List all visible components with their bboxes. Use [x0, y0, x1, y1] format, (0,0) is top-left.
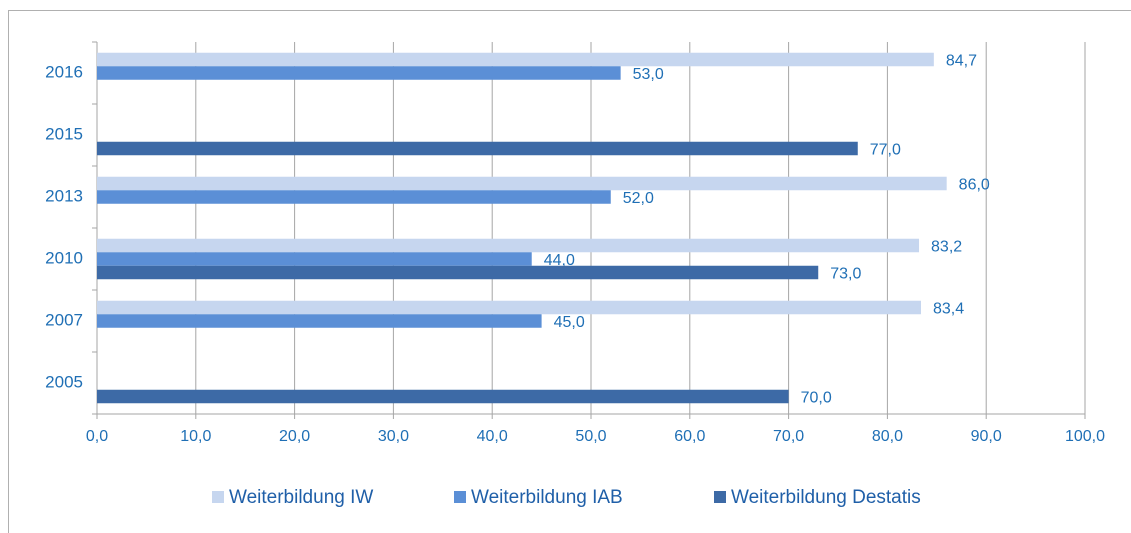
x-tick-label: 20,0 — [279, 428, 310, 445]
x-tick-label: 100,0 — [1065, 428, 1105, 445]
y-tick-label: 2007 — [45, 310, 83, 329]
x-tick-label: 50,0 — [575, 428, 606, 445]
value-label: 70,0 — [801, 390, 832, 407]
x-tick-label: 40,0 — [477, 428, 508, 445]
x-tick-label: 70,0 — [773, 428, 804, 445]
legend-label: Weiterbildung IW — [229, 487, 373, 508]
bar — [97, 176, 947, 191]
value-label: 45,0 — [554, 314, 585, 331]
value-label: 53,0 — [633, 66, 664, 83]
value-label: 73,0 — [830, 266, 861, 283]
legend-label: Weiterbildung IAB — [471, 487, 623, 508]
chart-frame — [8, 10, 1131, 533]
bar — [97, 52, 934, 67]
bar — [97, 265, 819, 280]
value-label: 83,4 — [933, 301, 964, 318]
bar — [97, 66, 621, 80]
value-label: 86,0 — [959, 177, 990, 194]
x-tick-label: 10,0 — [180, 428, 211, 445]
legend-swatch — [212, 491, 224, 503]
x-tick-label: 90,0 — [971, 428, 1002, 445]
x-tick-label: 80,0 — [872, 428, 903, 445]
legend-swatch — [714, 491, 726, 503]
bar — [97, 190, 611, 204]
bar — [97, 300, 921, 315]
y-tick-label: 2010 — [45, 248, 83, 267]
value-label: 44,0 — [544, 252, 575, 269]
legend-label: Weiterbildung Destatis — [731, 487, 921, 508]
x-tick-label: 30,0 — [378, 428, 409, 445]
value-label: 83,2 — [931, 239, 962, 256]
x-tick-label: 60,0 — [674, 428, 705, 445]
y-tick-label: 2013 — [45, 186, 83, 205]
x-tick-label: 0,0 — [86, 428, 108, 445]
value-label: 77,0 — [870, 142, 901, 159]
bar — [97, 238, 920, 253]
bar — [97, 389, 789, 404]
y-tick-label: 2016 — [45, 62, 83, 81]
y-tick-label: 2015 — [45, 124, 83, 143]
legend-swatch — [454, 491, 466, 503]
bar — [97, 141, 858, 156]
bar — [97, 314, 542, 328]
y-tick-label: 2005 — [45, 372, 83, 391]
value-label: 84,7 — [946, 53, 977, 70]
value-label: 52,0 — [623, 190, 654, 207]
bar — [97, 252, 532, 266]
